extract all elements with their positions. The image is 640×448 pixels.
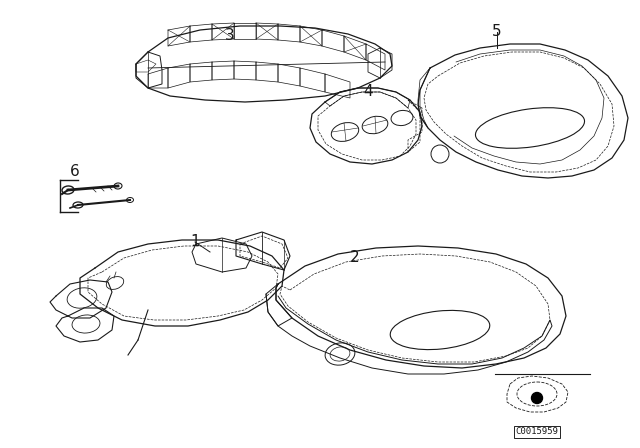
Text: 3: 3 xyxy=(225,27,235,43)
Text: 1: 1 xyxy=(190,234,200,250)
Circle shape xyxy=(531,392,543,404)
Text: C0015959: C0015959 xyxy=(515,427,559,436)
Text: 2: 2 xyxy=(350,250,360,266)
Text: 5: 5 xyxy=(492,25,502,39)
Text: 6: 6 xyxy=(70,164,80,180)
Text: 4: 4 xyxy=(363,85,373,99)
